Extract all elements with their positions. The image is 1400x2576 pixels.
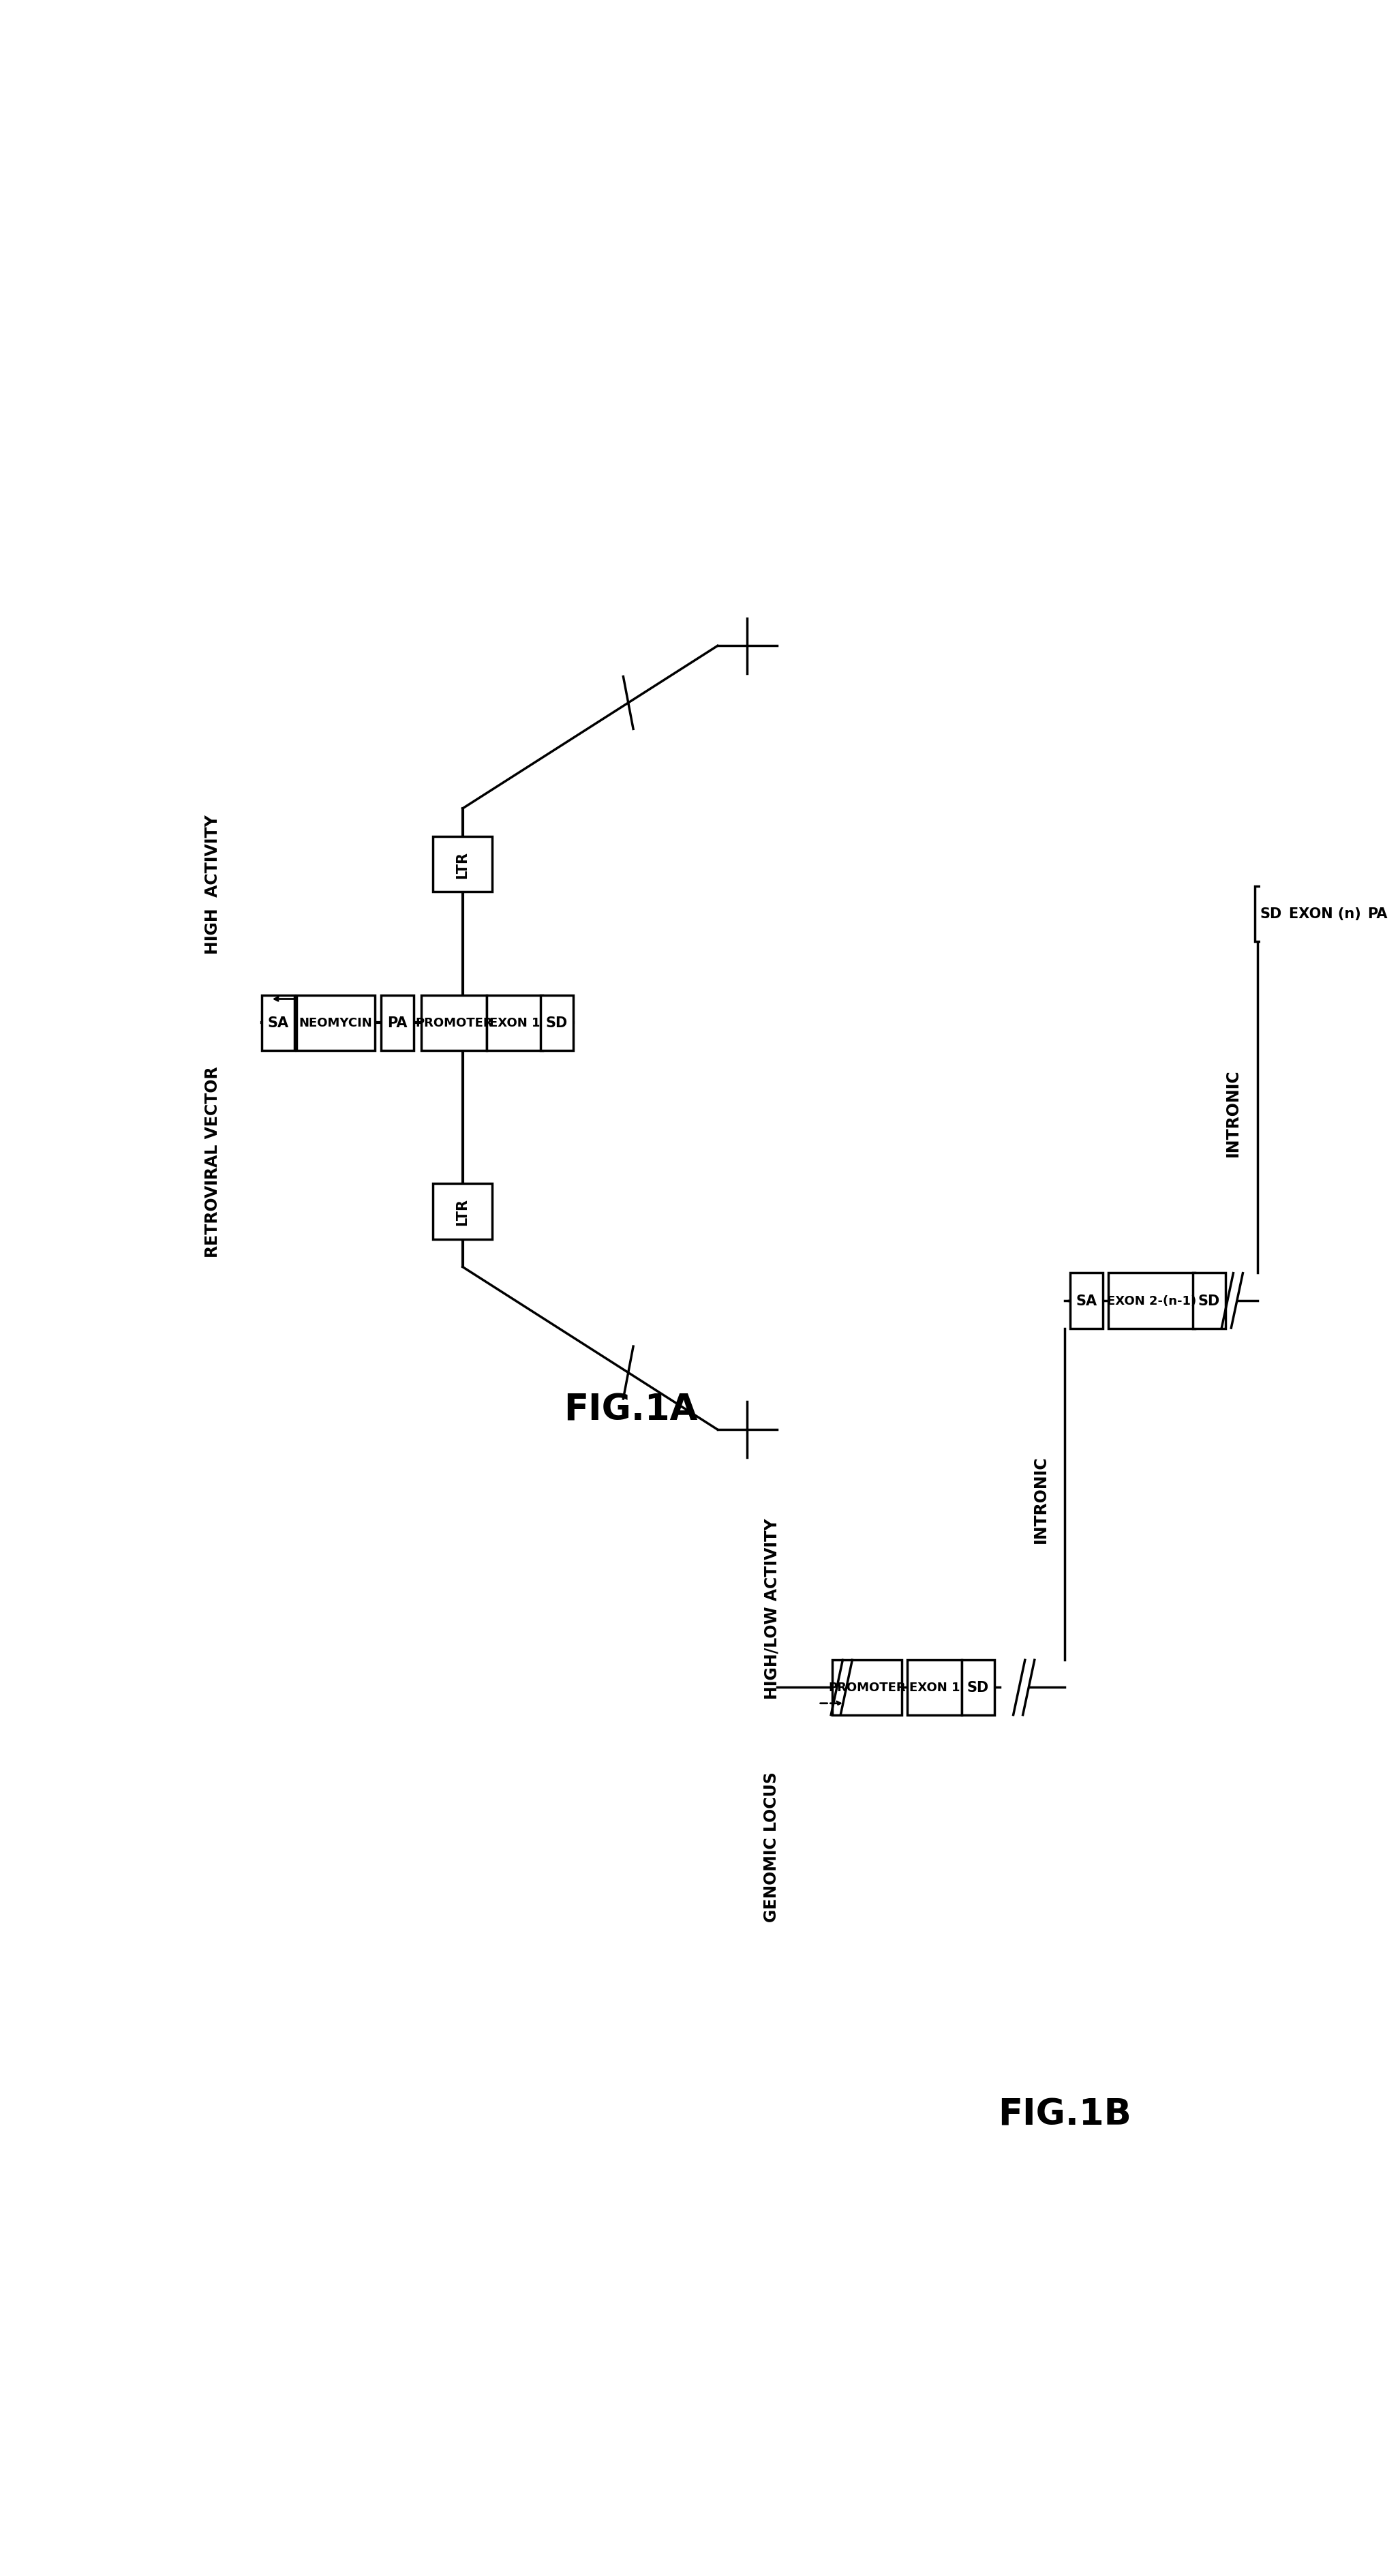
Bar <box>297 994 375 1051</box>
Text: SD: SD <box>967 1682 988 1695</box>
Bar <box>381 994 414 1051</box>
Bar <box>486 994 543 1051</box>
Text: SD: SD <box>1260 907 1282 920</box>
Bar <box>540 994 573 1051</box>
Bar <box>1193 1273 1225 1329</box>
Text: INTRONIC: INTRONIC <box>1225 1069 1240 1157</box>
Text: NEOMYCIN: NEOMYCIN <box>298 1018 372 1030</box>
Bar <box>1109 1273 1196 1329</box>
Bar <box>1070 1273 1103 1329</box>
Text: FIG.1B: FIG.1B <box>998 2097 1131 2133</box>
Text: INTRONIC: INTRONIC <box>1033 1455 1049 1543</box>
Text: PA: PA <box>1368 907 1387 920</box>
Bar <box>833 1659 902 1716</box>
Text: PROMOTER: PROMOTER <box>829 1682 906 1695</box>
Bar <box>1361 886 1393 943</box>
Bar <box>962 1659 994 1716</box>
Text: EXON 2-(n-1): EXON 2-(n-1) <box>1107 1296 1196 1306</box>
Text: LTR: LTR <box>456 850 469 878</box>
Bar <box>421 994 486 1051</box>
Bar <box>907 1659 962 1716</box>
Text: EXON 1: EXON 1 <box>489 1018 540 1030</box>
Bar <box>433 837 493 891</box>
Text: LTR: LTR <box>456 1198 469 1226</box>
Text: SA: SA <box>1075 1293 1098 1309</box>
Text: PROMOTER: PROMOTER <box>416 1018 493 1030</box>
Bar <box>1291 886 1359 943</box>
Text: EXON 1: EXON 1 <box>909 1682 960 1695</box>
Bar <box>433 1185 493 1239</box>
Text: PA: PA <box>388 1018 407 1030</box>
Bar <box>262 994 294 1051</box>
Text: SD: SD <box>546 1018 568 1030</box>
Text: SD: SD <box>1198 1293 1219 1309</box>
Text: HIGH  ACTIVITY: HIGH ACTIVITY <box>204 814 221 953</box>
Text: EXON (n): EXON (n) <box>1289 907 1361 920</box>
Text: RETROVIRAL VECTOR: RETROVIRAL VECTOR <box>204 1066 221 1257</box>
Bar <box>1254 886 1287 943</box>
Text: FIG.1A: FIG.1A <box>564 1391 697 1427</box>
Text: GENOMIC LOCUS: GENOMIC LOCUS <box>763 1772 780 1922</box>
Text: SA: SA <box>267 1018 288 1030</box>
Text: HIGH/LOW ACTIVITY: HIGH/LOW ACTIVITY <box>763 1517 780 1698</box>
